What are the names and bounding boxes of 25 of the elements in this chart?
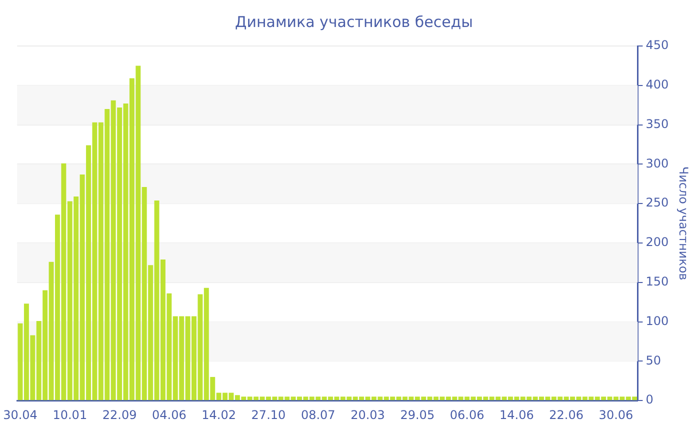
y-tick-label: 200 bbox=[646, 235, 669, 250]
y-tick-label: 450 bbox=[646, 38, 669, 52]
y-tick-label: 150 bbox=[646, 274, 669, 289]
x-tick-label: 20.03 bbox=[350, 408, 385, 422]
x-tick-label: 22.06 bbox=[549, 408, 584, 422]
x-tick-label: 14.06 bbox=[500, 408, 534, 422]
y-tick-label: 250 bbox=[646, 196, 669, 210]
y-tick-label: 50 bbox=[646, 353, 661, 368]
x-tick-label: 06.06 bbox=[450, 408, 484, 422]
x-tick-label: 27.10 bbox=[251, 408, 286, 422]
x-tick-label: 14.02 bbox=[202, 408, 236, 422]
x-tick-label: 04.06 bbox=[152, 408, 186, 422]
y-tick-label: 300 bbox=[646, 156, 669, 170]
x-tick-label: 22.09 bbox=[102, 408, 137, 422]
x-tick-label: 10.01 bbox=[52, 408, 88, 422]
x-tick-label: 08.07 bbox=[300, 408, 336, 422]
y-tick-label: 400 bbox=[646, 78, 669, 92]
x-tick-label: 30.04 bbox=[3, 408, 38, 422]
y-tick-label: 0 bbox=[646, 392, 654, 407]
x-tick-label: 29.05 bbox=[400, 408, 435, 422]
y-tick-label: 100 bbox=[646, 314, 669, 328]
y-tick-label: 350 bbox=[646, 116, 669, 131]
x-tick-label: 30.06 bbox=[598, 408, 634, 422]
y-axis-title: Число участников bbox=[676, 166, 691, 280]
chart-title: Динамика участников беседы bbox=[234, 12, 474, 31]
